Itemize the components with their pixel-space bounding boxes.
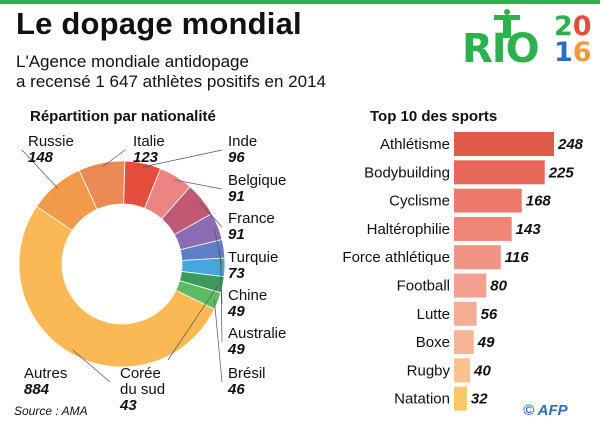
bar-label-athletisme: Athlétisme bbox=[380, 136, 450, 153]
source-note: Source : AMA bbox=[14, 404, 88, 418]
bar-label-cyclisme: Cyclisme bbox=[389, 193, 450, 210]
logo-year-bottom: 16 bbox=[554, 37, 592, 68]
pie-value-russie: 148 bbox=[28, 149, 54, 166]
pie-leader-bresil bbox=[213, 299, 223, 383]
bar-value-halterophilie: 143 bbox=[516, 221, 542, 238]
pie-value-coree-du-sud: 43 bbox=[119, 397, 137, 414]
bar-cyclisme bbox=[454, 188, 522, 213]
bar-value-force-athletique: 116 bbox=[505, 249, 530, 266]
bar-force-athletique bbox=[454, 245, 501, 270]
bar-label-bodybuilding: Bodybuilding bbox=[364, 164, 450, 181]
bar-boxe bbox=[454, 330, 474, 355]
bar-football bbox=[454, 273, 487, 298]
pie-value-bresil: 46 bbox=[227, 381, 245, 398]
pie-label-italie: Italie bbox=[133, 133, 165, 150]
pie-value-inde: 96 bbox=[228, 149, 245, 166]
christ-statue-icon bbox=[494, 9, 520, 38]
pie-label-inde: Inde bbox=[228, 133, 257, 150]
bar-label-football: Football bbox=[397, 278, 450, 295]
pie-leader-belgique bbox=[173, 179, 223, 190]
bar-athletisme bbox=[454, 132, 554, 156]
pie-leader-autres bbox=[72, 349, 111, 383]
pie-label-bresil: Brésil bbox=[228, 365, 266, 382]
bar-rugby bbox=[454, 358, 471, 383]
pie-label-turquie: Turquie bbox=[228, 249, 278, 266]
pie-value-turquie: 73 bbox=[228, 265, 245, 282]
pie-leader-france bbox=[198, 201, 223, 228]
pie-label-russie: Russie bbox=[28, 133, 74, 150]
rio-2016-logo: RIO 20 16 bbox=[462, 8, 592, 74]
pie-label-coree-du-sud: Corée bbox=[120, 365, 161, 382]
page-title: Le dopage mondial bbox=[16, 6, 302, 41]
bar-value-bodybuilding: 225 bbox=[548, 164, 575, 181]
bar-natation bbox=[454, 386, 467, 411]
subtitle-line-1: L'Agence mondiale antidopage bbox=[16, 52, 249, 71]
pie-value-autres: 884 bbox=[24, 381, 50, 398]
pie-leader-turquie bbox=[213, 227, 223, 267]
pie-value-belgique: 91 bbox=[228, 188, 245, 205]
pie-leader-coree-du-sud bbox=[167, 283, 220, 361]
pie-leader-australie bbox=[220, 267, 223, 343]
pie-label-autres: Autres bbox=[24, 365, 67, 382]
bar-label-natation: Natation bbox=[394, 391, 450, 408]
bar-value-natation: 32 bbox=[471, 391, 488, 408]
pie-chart-title: Répartition par nationalité bbox=[30, 108, 216, 125]
bar-label-lutte: Lutte bbox=[417, 306, 450, 323]
bar-value-football: 80 bbox=[490, 278, 507, 295]
bar-value-cyclisme: 168 bbox=[526, 193, 552, 210]
bar-label-rugby: Rugby bbox=[407, 362, 451, 379]
pie-value-australie: 49 bbox=[227, 341, 245, 358]
bar-halterophilie bbox=[454, 216, 512, 241]
pie-leader-inde bbox=[142, 149, 223, 168]
logo-rio-text: RIO bbox=[462, 26, 540, 72]
pie-label-france: France bbox=[228, 210, 275, 227]
pie-value-france: 91 bbox=[228, 226, 245, 243]
bar-bodybuilding bbox=[454, 160, 545, 185]
pie-leader-italie bbox=[102, 149, 126, 168]
page-subtitle: L'Agence mondiale antidopage a recensé 1… bbox=[16, 52, 326, 92]
bar-lutte bbox=[454, 301, 477, 326]
afp-credit: © AFP bbox=[523, 402, 568, 419]
bar-chart-title: Top 10 des sports bbox=[370, 108, 498, 125]
pie-label-coree-du-sud: du sud bbox=[120, 381, 165, 398]
bar-label-halterophilie: Haltérophilie bbox=[367, 221, 450, 238]
logo-year-top: 20 bbox=[554, 11, 592, 42]
pie-value-chine: 49 bbox=[227, 303, 245, 320]
pie-label-australie: Australie bbox=[228, 325, 286, 342]
bar-value-lutte: 56 bbox=[481, 306, 498, 323]
pie-value-italie: 123 bbox=[133, 149, 159, 166]
bar-value-boxe: 49 bbox=[477, 334, 495, 351]
top-accent-bar bbox=[0, 0, 600, 4]
bar-value-rugby: 40 bbox=[473, 362, 491, 379]
bar-label-boxe: Boxe bbox=[416, 334, 450, 351]
pie-leader-russie bbox=[21, 149, 59, 189]
pie-slice-autres bbox=[18, 205, 216, 368]
subtitle-line-2: a recensé 1 647 athlètes positifs en 201… bbox=[16, 72, 326, 91]
bar-value-athletisme: 248 bbox=[557, 136, 584, 153]
logo-year: 20 16 bbox=[554, 11, 592, 68]
pie-label-chine: Chine bbox=[228, 287, 267, 304]
bar-label-force-athletique: Force athlétique bbox=[342, 249, 450, 266]
pie-label-belgique: Belgique bbox=[228, 172, 286, 189]
